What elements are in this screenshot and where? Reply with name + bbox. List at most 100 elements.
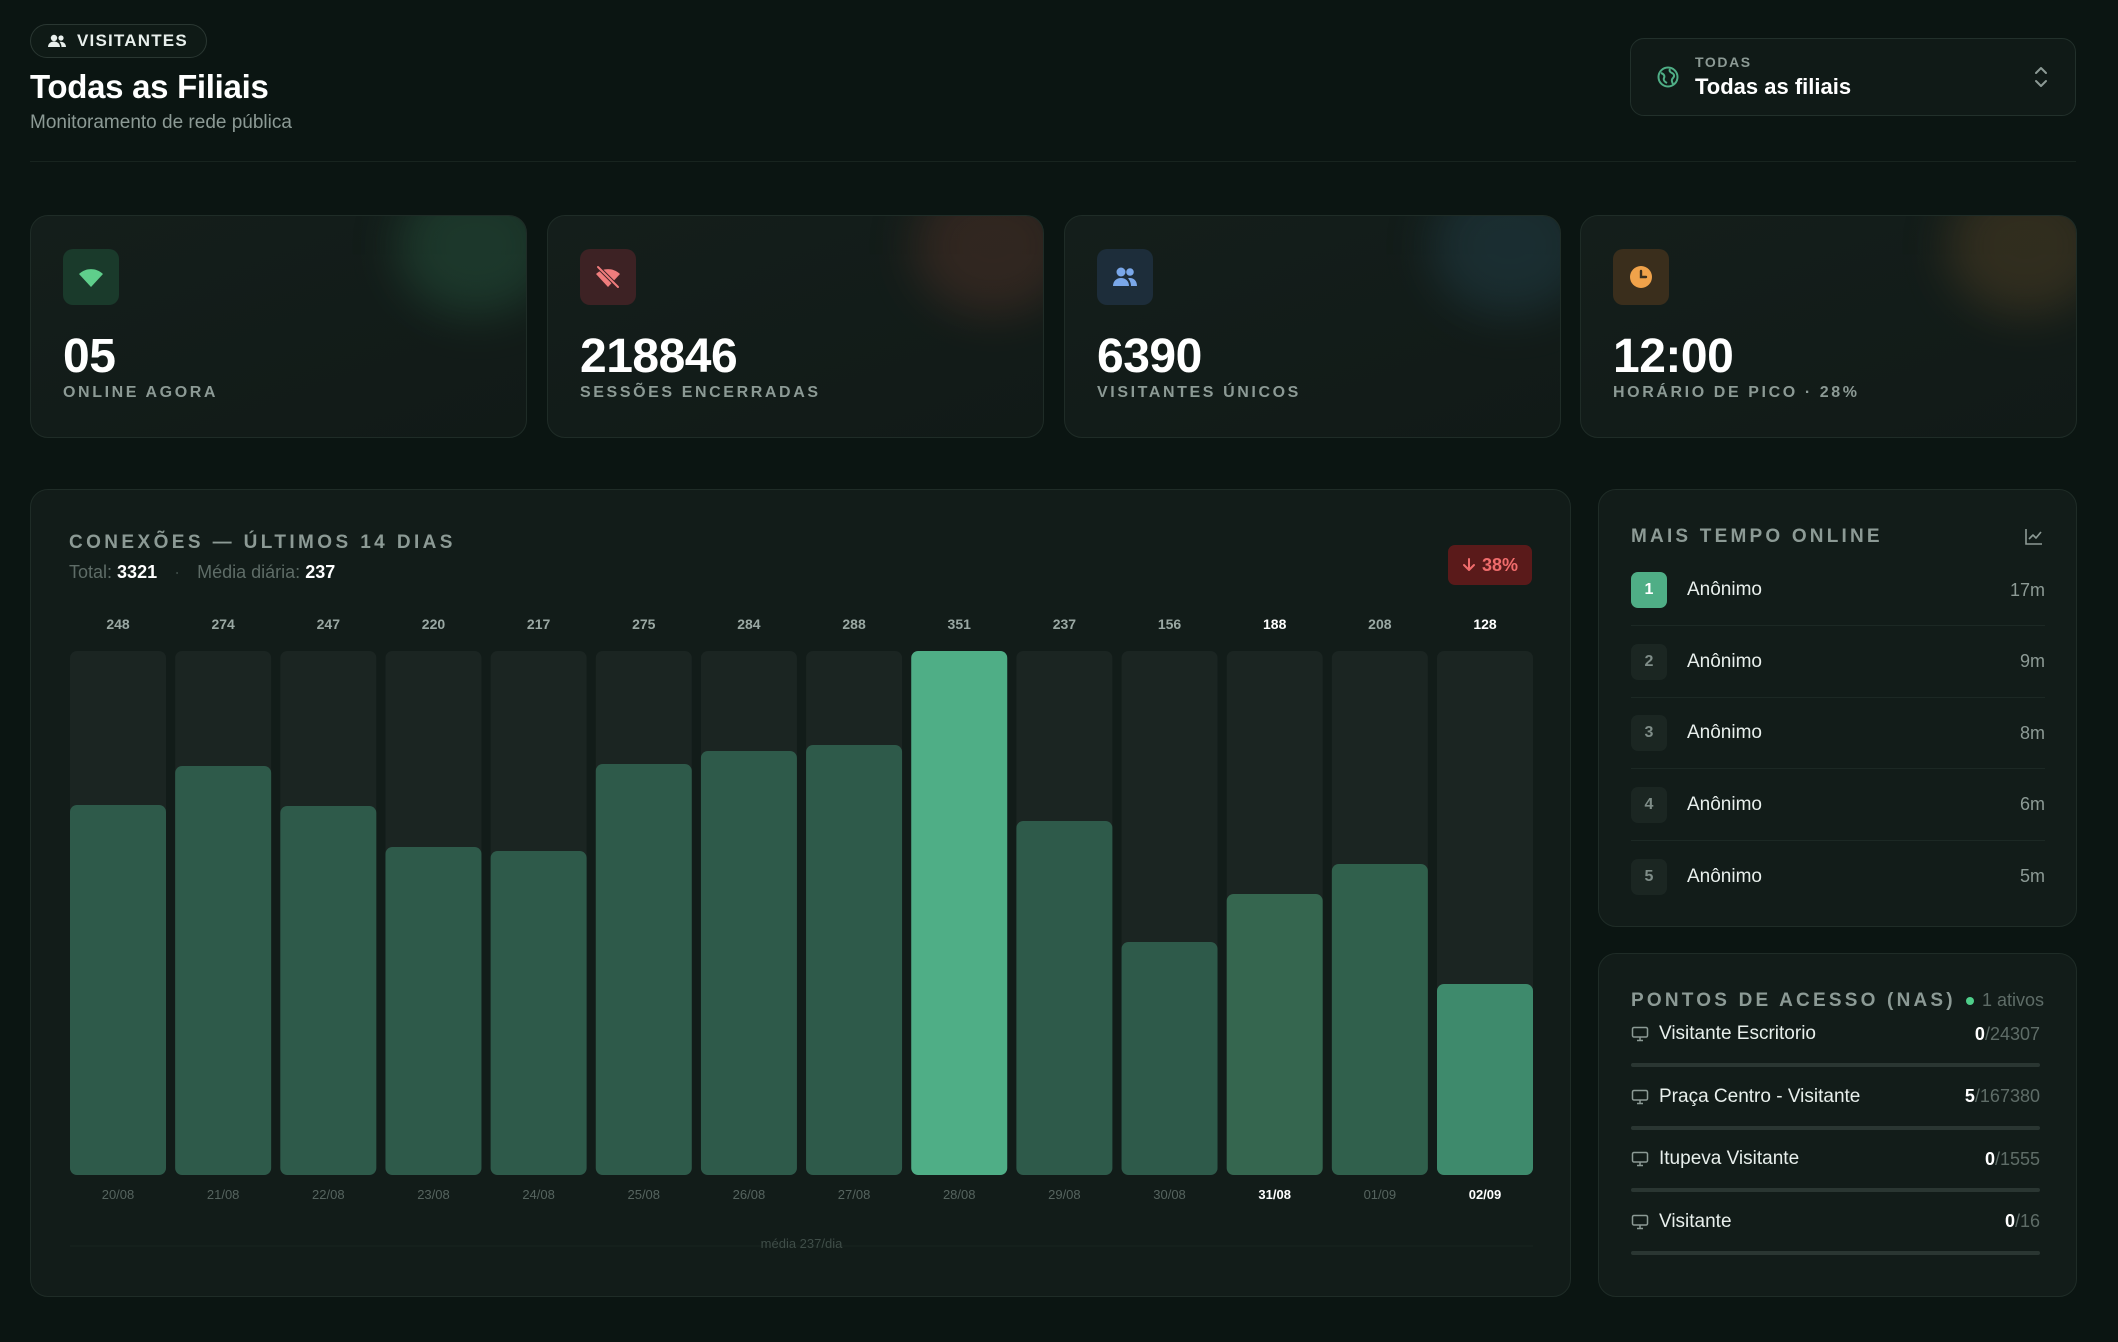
bar[interactable] [1226, 894, 1323, 1175]
bar[interactable] [1331, 864, 1428, 1175]
selector-caption: TODAS [1695, 54, 1752, 70]
category-label: 01/09 [1364, 1187, 1397, 1202]
category-label: 22/08 [312, 1187, 345, 1202]
access-point-row[interactable]: Itupeva Visitante 0/1555 [1631, 1144, 2040, 1206]
active-count-label: 1 ativos [1981, 990, 2044, 1010]
list-item[interactable]: 2 Anônimo 9m [1631, 627, 2045, 698]
bar[interactable] [1437, 984, 1533, 1175]
bar-value-label: 248 [106, 616, 130, 632]
total-value: 3321 [117, 562, 158, 582]
access-point-row[interactable]: Visitante Escritorio 0/24307 [1631, 1019, 2040, 1081]
online-time: 8m [2019, 722, 2045, 743]
online-count: 0 [1984, 1148, 1995, 1169]
bar-value-label: 156 [1158, 616, 1182, 632]
kpi-label: HORÁRIO DE PICO · 28% [1613, 384, 1860, 401]
wifi-off-icon [596, 265, 620, 289]
category-label: 25/08 [627, 1187, 660, 1202]
status-dot [1965, 996, 1974, 1005]
bar-value-label: 275 [632, 616, 656, 632]
online-time: 17m [2009, 579, 2045, 600]
online-time: 9m [2019, 651, 2045, 671]
access-point-count: 5/167380 [1965, 1086, 2040, 1107]
category-label: 26/08 [733, 1187, 766, 1202]
trend-chart-icon[interactable] [2024, 526, 2044, 546]
access-points-title: PONTOS DE ACESSO (NAS) [1631, 990, 1956, 1011]
bar[interactable] [70, 805, 166, 1175]
category-label: 30/08 [1153, 1187, 1186, 1202]
access-point-count: 0/16 [2005, 1211, 2040, 1232]
kpi-icon-box [1613, 249, 1669, 305]
bar[interactable] [1121, 942, 1218, 1175]
kpi-label: VISITANTES ÚNICOS [1097, 384, 1301, 401]
access-point-name: Visitante [1659, 1210, 1732, 1232]
bar[interactable] [385, 847, 482, 1175]
branch-selector[interactable]: TODAS Todas as filiais [1630, 38, 2076, 116]
rank-number: 3 [1631, 715, 1667, 751]
usage-bar [1631, 1250, 2040, 1255]
visitor-name: Anônimo [1687, 865, 1762, 887]
bar-value-label: 188 [1263, 616, 1287, 632]
kpi-peak-hour: 12:00 HORÁRIO DE PICO · 28% [1580, 215, 2077, 438]
page-title: Todas as Filiais [30, 68, 269, 105]
rank-number: 5 [1631, 858, 1667, 895]
connections-bar-chart: 248 20/08 274 21/08 247 22/08 220 23/08 217 24/08… [70, 616, 1533, 1247]
bar[interactable] [280, 806, 377, 1175]
meta-separator: · [174, 562, 181, 582]
bar[interactable] [175, 766, 272, 1175]
category-label: 31/08 [1258, 1187, 1291, 1202]
bar-value-label: 208 [1368, 616, 1392, 632]
category-label: 29/08 [1048, 1187, 1081, 1202]
bar[interactable] [490, 851, 587, 1175]
kpi-icon-box [1097, 249, 1153, 305]
connections-chart-panel: CONEXÕES — ÚLTIMOS 14 DIAS Total: 3321 ·… [30, 489, 1571, 1297]
kpi-value: 6390 [1097, 330, 1202, 383]
kpi-online-now: 05 ONLINE AGORA [30, 215, 527, 438]
card-glow [1430, 216, 1560, 316]
list-item[interactable]: 4 Anônimo 6m [1631, 770, 2045, 841]
mean-line-label: média 237/dia [760, 1236, 843, 1251]
online-count: 5 [1964, 1086, 1975, 1106]
top-online-title: MAIS TEMPO ONLINE [1631, 526, 1883, 547]
category-label: 21/08 [207, 1187, 240, 1202]
kpi-label: ONLINE AGORA [63, 384, 219, 401]
users-icon [48, 34, 66, 47]
online-count: 0 [1974, 1023, 1985, 1044]
list-item[interactable]: 5 Anônimo 5m [1631, 841, 2045, 912]
bar[interactable] [806, 745, 903, 1175]
bar-value-label: 288 [842, 616, 866, 632]
access-point-name: Visitante Escritorio [1659, 1023, 1816, 1044]
category-label: 27/08 [838, 1187, 871, 1202]
access-point-row[interactable]: Praça Centro - Visitante 5/167380 [1631, 1082, 2040, 1144]
bar[interactable] [911, 651, 1008, 1175]
usage-bar [1631, 1188, 2040, 1192]
globe-icon [1657, 66, 1679, 88]
wifi-icon [79, 269, 103, 287]
bar-value-label: 274 [211, 616, 235, 632]
total-count: /24307 [1984, 1023, 2040, 1044]
access-point-count: 0/1555 [1985, 1149, 2040, 1170]
delta-value: 38% [1481, 554, 1518, 575]
chevron-updown-icon [2035, 67, 2047, 87]
total-count: /16 [2014, 1211, 2040, 1231]
selector-text: TODAS Todas as filiais [1695, 54, 2033, 100]
bar-value-label: 217 [527, 616, 551, 632]
bar-value-label: 128 [1473, 616, 1497, 632]
kpi-label: SESSÕES ENCERRADAS [580, 384, 821, 401]
selector-value: Todas as filiais [1695, 74, 1852, 99]
bar[interactable] [1016, 821, 1113, 1175]
avg-value: 237 [305, 562, 336, 582]
monitor-icon [1631, 1151, 1649, 1167]
bar[interactable] [595, 764, 692, 1175]
access-point-row[interactable]: Visitante 0/16 [1631, 1207, 2040, 1269]
card-glow [396, 216, 526, 316]
bar-value-label: 351 [948, 616, 972, 632]
list-item[interactable]: 3 Anônimo 8m [1631, 698, 2045, 769]
kpi-unique-visitors: 6390 VISITANTES ÚNICOS [1064, 215, 1561, 438]
access-point-count: 0/24307 [1975, 1024, 2040, 1045]
kpi-icon-box [63, 249, 119, 305]
list-item[interactable]: 1 Anônimo 17m [1631, 555, 2045, 626]
access-point-name: Praça Centro - Visitante [1659, 1085, 1861, 1107]
rank-number: 4 [1631, 786, 1667, 823]
bar[interactable] [700, 751, 797, 1175]
usage-bar [1631, 1125, 2040, 1130]
